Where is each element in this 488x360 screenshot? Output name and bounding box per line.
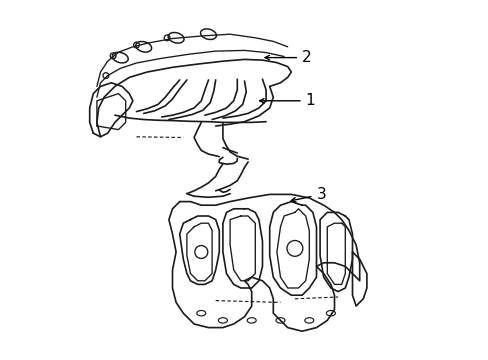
Text: 1: 1 (259, 93, 315, 108)
Text: 2: 2 (264, 50, 311, 65)
Text: 3: 3 (291, 187, 325, 202)
